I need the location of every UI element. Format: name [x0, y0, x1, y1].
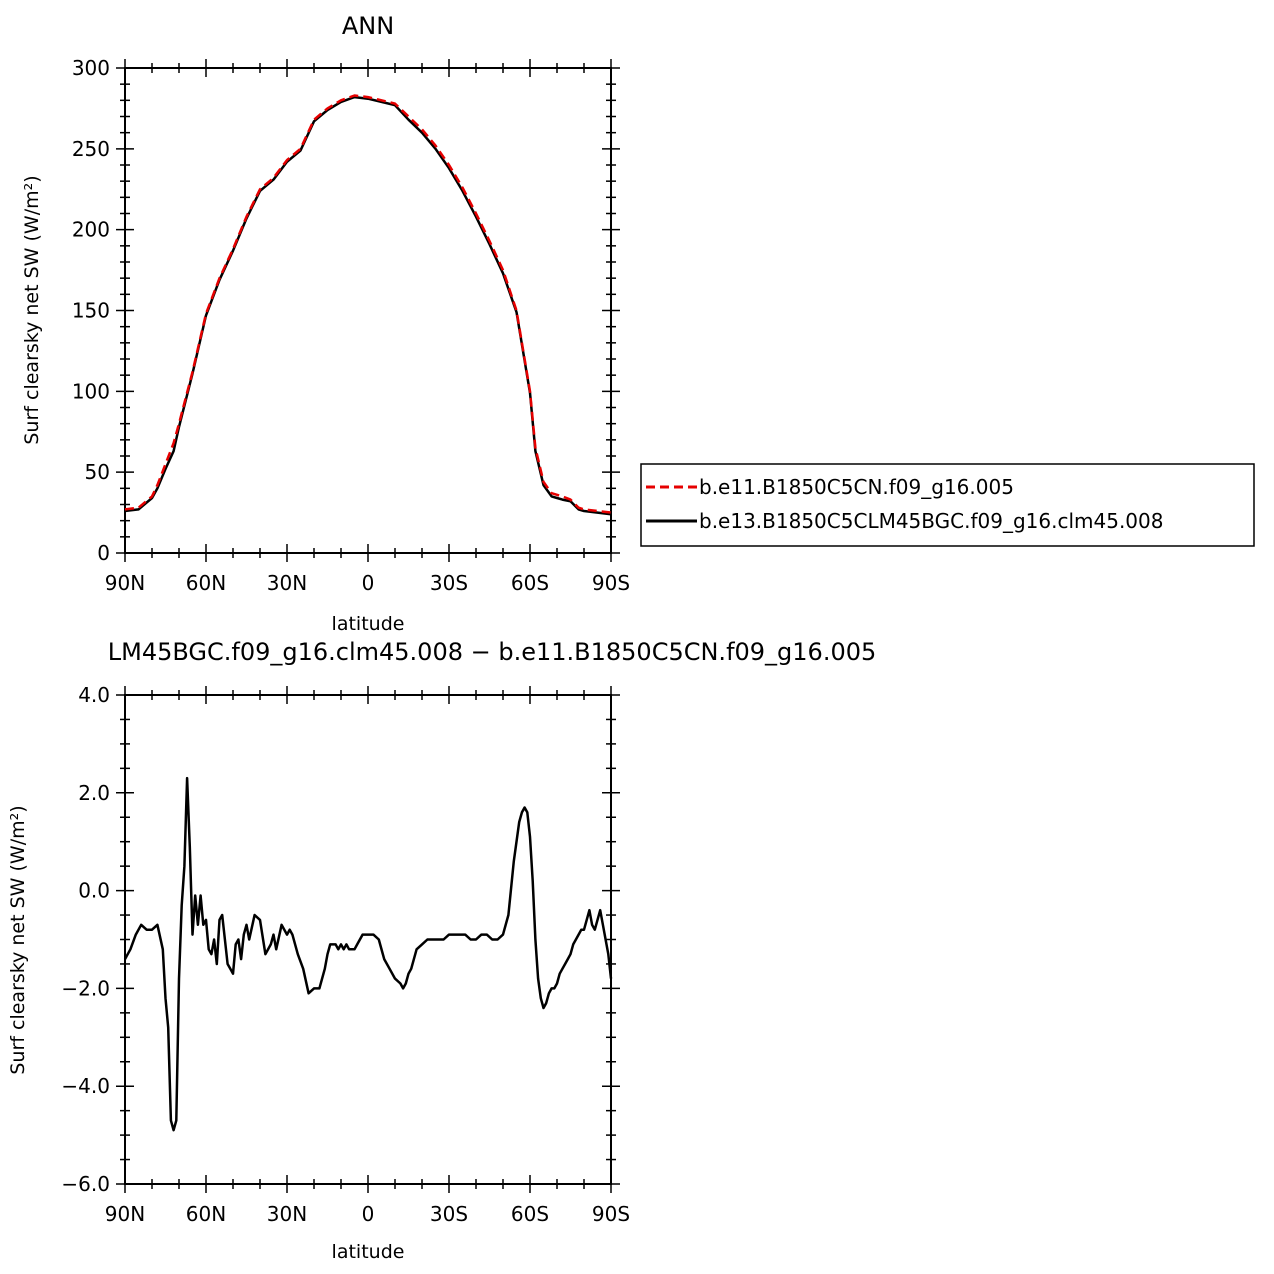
- bottom-y-axis-label: Surf clearsky net SW (W/m²): [7, 805, 29, 1074]
- top-y-tick-label: 50: [85, 460, 110, 484]
- legend-label-series-1: b.e11.B1850C5CN.f09_g16.005: [699, 475, 1014, 499]
- bottom-x-tick-label: 90S: [592, 1202, 630, 1226]
- bottom-x-tick-label: 30N: [267, 1202, 307, 1226]
- top-x-tick-label: 60N: [186, 571, 226, 595]
- bottom-series-line-1: [123, 776, 613, 1132]
- bottom-x-tick-label: 0: [362, 1202, 375, 1226]
- bottom-y-tick-label: 0.0: [78, 879, 110, 903]
- top-series-line-1: [124, 94, 612, 514]
- top-x-tick-label: 90S: [592, 571, 630, 595]
- bottom-y-tick-label: −6.0: [61, 1172, 110, 1196]
- bottom-chart-title: LM45BGC.f09_g16.clm45.008 − b.e11.B1850C…: [108, 638, 877, 666]
- top-series-line-2: [124, 95, 612, 516]
- top-x-tick-label: 30S: [430, 571, 468, 595]
- top-x-tick-label: 0: [362, 571, 375, 595]
- bottom-x-axis-label: latitude: [332, 1241, 405, 1263]
- legend-box: [640, 463, 1255, 547]
- top-y-axis-label: Surf clearsky net SW (W/m²): [21, 175, 43, 444]
- top-x-axis-label: latitude: [332, 613, 405, 635]
- top-x-tick-label: 90N: [105, 571, 145, 595]
- top-x-tick-label: 60S: [511, 571, 549, 595]
- top-plot-area: 90N 60N 30N 0 30S 60S 90S 0 50 100 150 200 250 300: [72, 56, 630, 595]
- top-panel: ANN 90N 60N 30N 0 30S 60S 90S 0 50 100 150 200 250 30…: [21, 12, 630, 635]
- top-y-tick-label: 200: [72, 218, 110, 242]
- top-y-tick-label: 150: [72, 299, 110, 323]
- top-y-tick-label: 300: [72, 56, 110, 80]
- top-plot-frame: [124, 67, 612, 554]
- bottom-x-tick-label: 60N: [186, 1202, 226, 1226]
- bottom-y-tick-label: 2.0: [78, 781, 110, 805]
- top-chart-title: ANN: [342, 12, 394, 40]
- bottom-plot-frame: [124, 694, 612, 1185]
- bottom-y-tick-label: 4.0: [78, 683, 110, 707]
- bottom-plot-area: 90N 60N 30N 0 30S 60S 90S −6.0 −4.0 −2.0 0.0 2.0 4.0: [61, 683, 630, 1226]
- bottom-x-tick-label: 90N: [105, 1202, 145, 1226]
- bottom-y-tick-label: −4.0: [61, 1074, 110, 1098]
- top-y-tick-label: 0: [97, 541, 110, 565]
- bottom-x-tick-label: 30S: [430, 1202, 468, 1226]
- bottom-panel: LM45BGC.f09_g16.clm45.008 − b.e11.B1850C…: [7, 638, 876, 1263]
- top-x-tick-label: 30N: [267, 571, 307, 595]
- top-y-tick-label: 100: [72, 379, 110, 403]
- bottom-x-tick-label: 60S: [511, 1202, 549, 1226]
- legend: b.e11.B1850C5CN.f09_g16.005 b.e13.B1850C…: [640, 463, 1255, 547]
- legend-label-series-2: b.e13.B1850C5CLM45BGC.f09_g16.clm45.008: [699, 509, 1163, 533]
- top-y-tick-label: 250: [72, 137, 110, 161]
- bottom-y-tick-label: −2.0: [61, 976, 110, 1000]
